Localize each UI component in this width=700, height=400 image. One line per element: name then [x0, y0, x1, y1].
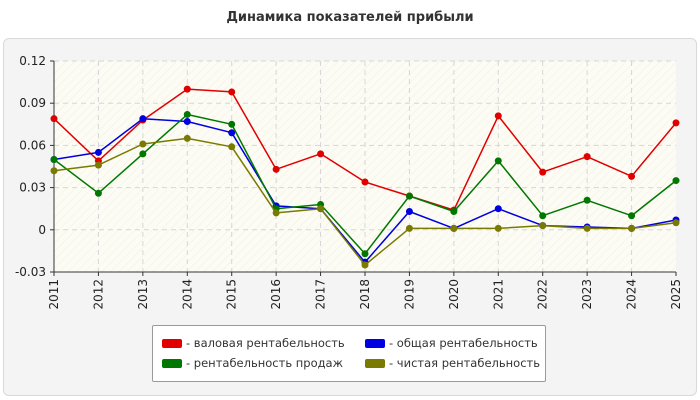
series-3-point	[628, 212, 636, 220]
chart-title: Динамика показателей прибыли	[226, 10, 474, 25]
series-2-point	[139, 115, 147, 123]
series-1-point	[494, 112, 502, 120]
series-3-point	[405, 192, 413, 200]
series-4-point	[139, 140, 147, 148]
series-2-point	[494, 205, 502, 213]
x-tick-label: 2022	[536, 279, 550, 310]
x-tick-label: 2021	[491, 279, 505, 310]
x-tick-label: 2012	[91, 279, 105, 310]
series-1-point	[50, 115, 58, 123]
series-2-point	[228, 129, 236, 137]
series-4-point	[50, 167, 58, 175]
series-4-point	[539, 222, 547, 230]
legend-item: - общая рентабельность	[365, 336, 538, 350]
series-4-point	[494, 224, 502, 232]
series-3-point	[139, 150, 147, 158]
series-3-point	[539, 212, 547, 220]
series-1-point	[628, 172, 636, 180]
legend-swatch	[365, 358, 385, 368]
x-tick-label: 2024	[625, 279, 639, 310]
series-4-point	[94, 161, 102, 169]
legend-label: - общая рентабельность	[389, 336, 538, 350]
series-2-point	[94, 148, 102, 156]
x-tick-label: 2017	[314, 279, 328, 310]
x-tick-label: 2025	[669, 279, 683, 310]
series-3-point	[50, 155, 58, 163]
series-4-point	[228, 143, 236, 151]
x-tick-label: 2015	[225, 279, 239, 310]
series-1-point	[672, 119, 680, 127]
series-4-point	[272, 209, 280, 217]
legend-item: - валовая рентабельность	[162, 336, 345, 350]
series-3-point	[94, 189, 102, 197]
series-4-point	[672, 219, 680, 227]
x-tick-label: 2020	[447, 279, 461, 310]
series-1-point	[361, 178, 369, 186]
legend-swatch	[365, 338, 385, 348]
legend-label: - чистая рентабельность	[389, 356, 541, 370]
y-tick-label: 0	[38, 223, 46, 237]
legend-label: - рентабельность продаж	[186, 356, 343, 370]
legend-item: - чистая рентабельность	[365, 356, 540, 370]
series-4-point	[583, 224, 591, 232]
series-3-point	[672, 177, 680, 185]
series-1-point	[228, 88, 236, 96]
series-3-point	[450, 208, 458, 216]
chart-legend: - валовая рентабельность - общая рентабел…	[152, 325, 546, 382]
x-tick-label: 2018	[358, 279, 372, 310]
y-tick-label: -0.03	[15, 265, 46, 279]
y-tick-label: 0.06	[19, 138, 46, 152]
x-tick-label: 2019	[402, 279, 416, 310]
series-3-point	[494, 157, 502, 165]
series-4-point	[450, 224, 458, 232]
series-1-point	[539, 168, 547, 176]
x-tick-label: 2013	[136, 279, 150, 310]
x-tick-label: 2023	[580, 279, 594, 310]
series-4-point	[183, 134, 191, 142]
x-tick-label: 2016	[269, 279, 283, 310]
series-4-point	[628, 224, 636, 232]
series-1-point	[583, 153, 591, 161]
series-3-point	[361, 250, 369, 258]
series-4-point	[405, 224, 413, 232]
legend-label: - валовая рентабельность	[186, 336, 345, 350]
legend-swatch	[162, 338, 182, 348]
series-2-point	[183, 117, 191, 125]
y-tick-label: 0.09	[19, 96, 46, 110]
series-1-point	[272, 165, 280, 173]
y-tick-label: 0.12	[19, 54, 46, 68]
legend-item: - рентабельность продаж	[162, 356, 343, 370]
y-tick-label: 0.03	[19, 181, 46, 195]
series-3-point	[583, 196, 591, 204]
series-4-point	[361, 261, 369, 269]
series-2-point	[405, 208, 413, 216]
series-3-point	[183, 110, 191, 118]
legend-swatch	[162, 358, 182, 368]
x-tick-label: 2011	[47, 279, 61, 310]
x-tick-label: 2014	[180, 279, 194, 310]
series-3-point	[228, 120, 236, 128]
series-1-point	[183, 85, 191, 93]
series-4-point	[317, 205, 325, 213]
series-1-point	[317, 150, 325, 158]
